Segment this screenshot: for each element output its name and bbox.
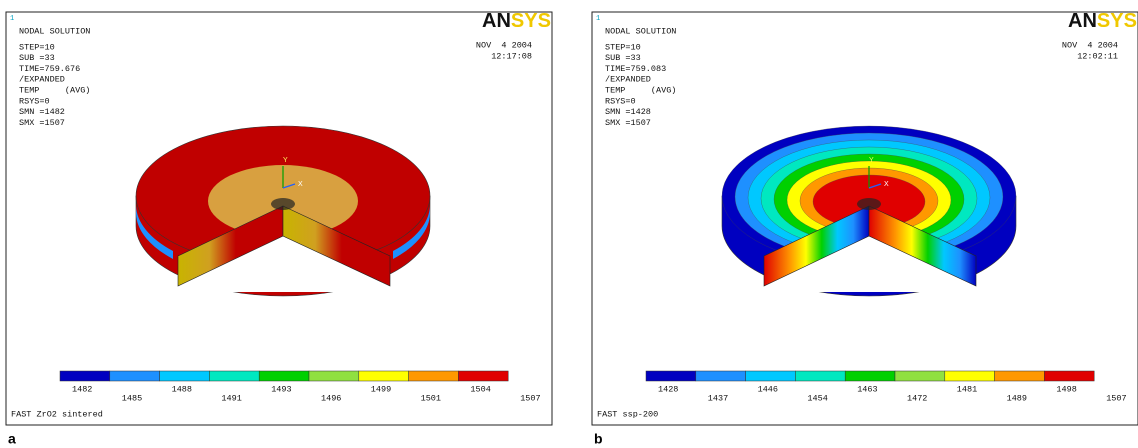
result-info: TEMP (AVG) [605, 85, 676, 95]
result-info: SMN =1482 [19, 107, 65, 117]
result-info: TIME=759.083 [605, 64, 666, 74]
legend-swatch [358, 370, 409, 382]
legend-label: 1446 [758, 384, 778, 394]
legend-swatch [209, 370, 260, 382]
time: 12:02:11 [1077, 51, 1118, 61]
logo-part: SYS [511, 10, 551, 32]
result-info: STEP=10 [605, 42, 641, 52]
logo-part: AN [1068, 10, 1097, 32]
disk-side-band [393, 206, 430, 259]
legend-label: 1428 [658, 384, 678, 394]
date: NOV 4 2004 [476, 40, 532, 50]
legend-label: 1437 [708, 393, 728, 403]
result-title: NODAL SOLUTION [19, 26, 90, 36]
window-index: 1 [10, 15, 14, 23]
legend-swatch [258, 370, 310, 382]
legend-label: 1472 [907, 393, 927, 403]
legend-swatch [894, 370, 946, 382]
result-info: STEP=10 [19, 42, 55, 52]
logo-part: SYS [1097, 10, 1137, 32]
cut-void [764, 206, 976, 292]
time: 12:17:08 [491, 51, 532, 61]
cut-face [868, 205, 977, 287]
legend-label: 1496 [321, 393, 341, 403]
result-title: NODAL SOLUTION [605, 26, 676, 36]
date: NOV 4 2004 [1062, 40, 1118, 50]
legend-label: 1493 [271, 384, 291, 394]
legend-label: 1507 [520, 393, 540, 403]
legend-label: 1499 [371, 384, 391, 394]
panel-label: a [8, 431, 16, 447]
legend-swatch [59, 370, 111, 382]
footer: FAST ssp-200 [597, 409, 658, 419]
legend-label: 1485 [122, 393, 142, 403]
cut-face [282, 205, 391, 287]
legend-label: 1507 [1106, 393, 1126, 403]
legend-label: 1498 [1056, 384, 1076, 394]
triad-axis [868, 183, 882, 189]
result-info: SMN =1428 [605, 107, 651, 117]
result-info: TEMP (AVG) [19, 85, 90, 95]
legend-swatch [159, 370, 210, 382]
result-info: SUB =33 [19, 53, 55, 63]
footer: FAST ZrO2 sintered [11, 409, 103, 419]
logo-part: AN [482, 10, 511, 32]
legend-swatch [695, 370, 746, 382]
result-info: SMX =1507 [605, 118, 651, 128]
legend-label: 1488 [172, 384, 192, 394]
legend-label: 1491 [221, 393, 241, 403]
legend-label: 1501 [421, 393, 441, 403]
result-info: RSYS=0 [605, 96, 636, 106]
legend-swatch [745, 370, 796, 382]
legend-swatch [1044, 370, 1095, 382]
legend-swatch [408, 370, 459, 382]
legend-swatch [994, 370, 1045, 382]
triad-label: Y [283, 157, 288, 164]
legend-label: 1463 [857, 384, 877, 394]
result-info: TIME=759.676 [19, 64, 80, 74]
legend-swatch [458, 370, 509, 382]
center-hole [857, 198, 881, 210]
result-info: SUB =33 [605, 53, 641, 63]
center-hole [271, 198, 295, 210]
legend-swatch [795, 370, 846, 382]
ansys-logo: ANSYS [1068, 10, 1137, 32]
result-info: /EXPANDED [605, 75, 651, 85]
legend-swatch [944, 370, 995, 382]
triad-label: X [298, 181, 303, 188]
legend-label: 1481 [957, 384, 977, 394]
window-index: 1 [596, 15, 600, 23]
legend-label: 1454 [807, 393, 827, 403]
result-info: RSYS=0 [19, 96, 50, 106]
triad-label: Y [869, 157, 874, 164]
legend-swatch [645, 370, 697, 382]
cut-void [178, 206, 390, 292]
legend-swatch [844, 370, 896, 382]
result-info: /EXPANDED [19, 75, 65, 85]
result-info: SMX =1507 [19, 118, 65, 128]
legend-label: 1489 [1007, 393, 1027, 403]
triad-axis [282, 183, 296, 189]
panel-label: b [594, 431, 603, 447]
triad-label: X [884, 181, 889, 188]
legend-label: 1482 [72, 384, 92, 394]
ansys-logo: ANSYS [482, 10, 551, 32]
legend-label: 1504 [470, 384, 490, 394]
legend-swatch [109, 370, 160, 382]
disk-side-band [136, 206, 173, 259]
legend-swatch [308, 370, 360, 382]
